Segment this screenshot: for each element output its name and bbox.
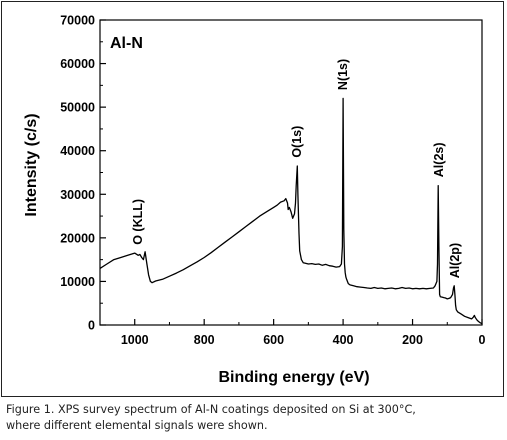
y-tick-label: 10000	[60, 275, 95, 289]
peak-annotation: N(1s)	[336, 59, 350, 90]
xps-chart: 1000 800 600 400 200 001000020000300004000050…	[23, 14, 486, 387]
y-tick-label: 20000	[60, 231, 95, 245]
x-tick-label: 800	[194, 333, 215, 347]
panel-label: Al-N	[110, 35, 143, 52]
x-tick-label: 1000	[121, 333, 149, 347]
caption-line-1: Figure 1. XPS survey spectrum of Al-N co…	[6, 403, 416, 416]
xps-spectrum-line	[99, 97, 483, 325]
peak-annotation: Al(2s)	[432, 142, 446, 177]
y-axis-title: Intensity (c/s)	[23, 113, 40, 216]
series-group	[99, 97, 483, 325]
x-tick-label: 200	[402, 333, 423, 347]
x-tick-label: 0	[479, 333, 486, 347]
x-tick-label: 600	[263, 333, 284, 347]
peak-annotation: O (KLL)	[131, 199, 145, 245]
y-tick-label: 50000	[60, 101, 95, 115]
figure-frame	[1, 1, 504, 397]
x-axis-title: Binding energy (eV)	[218, 369, 369, 386]
y-tick-label: 70000	[60, 14, 95, 28]
figure-caption: Figure 1. XPS survey spectrum of Al-N co…	[6, 402, 504, 434]
y-tick-label: 0	[88, 319, 95, 333]
y-tick-label: 40000	[60, 144, 95, 158]
peak-annotation: O(1s)	[290, 126, 304, 158]
y-tick-label: 60000	[60, 57, 95, 71]
annotations-group: O (KLL) O(1s) N(1s) Al(2s) Al(2p)	[131, 59, 462, 278]
axis-ticks: 1000 800 600 400 200 001000020000300004000050…	[60, 14, 485, 348]
caption-line-2: where different elemental signals were s…	[6, 419, 268, 432]
plot-area-border	[99, 19, 483, 326]
x-tick-label: 400	[333, 333, 354, 347]
peak-annotation: Al(2p)	[448, 243, 462, 278]
y-tick-label: 30000	[60, 188, 95, 202]
